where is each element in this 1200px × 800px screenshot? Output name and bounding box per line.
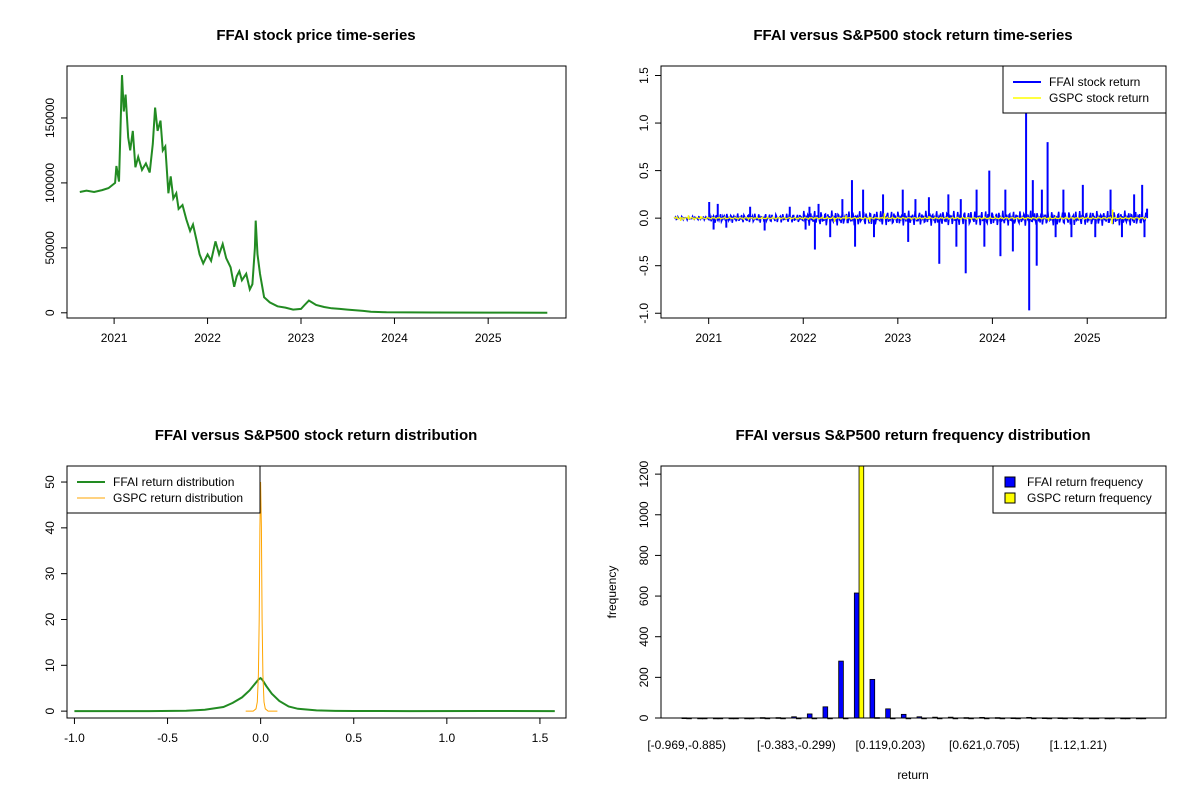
histogram-bar: [822, 706, 829, 719]
y-tick-label: 50000: [43, 231, 57, 265]
histogram-bar: [806, 713, 813, 719]
x-tick-label: 2025: [1074, 331, 1101, 345]
legend-box: [1002, 65, 1167, 114]
legend-label: GSPC return frequency: [1027, 491, 1152, 505]
plot-frame: [66, 65, 567, 319]
plot-frame: [66, 465, 567, 719]
density-series-ffai: [74, 676, 555, 713]
y-tick-label: 1000: [637, 501, 651, 528]
chart-title: FFAI stock price time-series: [216, 27, 415, 44]
returns-gspc-line: [673, 215, 1147, 221]
legend-label: GSPC return distribution: [113, 491, 243, 505]
histogram-bar: [900, 713, 907, 719]
x-tick-label: -1.0: [64, 731, 85, 745]
x-tick-label: 1.5: [532, 731, 549, 745]
plot-frame: [660, 65, 1167, 319]
y-tick-label: 30: [43, 567, 57, 581]
returns-series-ffai: [673, 106, 1149, 311]
x-tick-label: 2021: [695, 331, 722, 345]
legend-box: [66, 465, 261, 514]
y-tick-label: 0: [637, 714, 651, 721]
density-series-gspc: [245, 481, 278, 712]
y-tick-label: 200: [637, 667, 651, 687]
plot-frame: [660, 465, 1167, 719]
chart-histogram: FFAI versus S&P500 return frequency dist…: [605, 427, 1167, 782]
y-axis-label: frequency: [605, 566, 619, 619]
histogram-bar: [869, 678, 876, 719]
histogram-bar: [858, 465, 865, 719]
histogram-bar: [838, 660, 844, 719]
chart-density: FFAI versus S&P500 stock return distribu…: [43, 427, 567, 745]
y-tick-label: 0.5: [637, 162, 651, 179]
x-tick-label: 2025: [475, 331, 502, 345]
x-tick-label: 2024: [979, 331, 1006, 345]
y-tick-label: 800: [637, 545, 651, 565]
x-tick-label: 1.0: [438, 731, 455, 745]
y-tick-label: 50: [43, 475, 57, 489]
y-tick-label: 1.5: [637, 67, 651, 84]
x-tick-label: 2023: [884, 331, 911, 345]
histogram-bar: [885, 708, 891, 719]
legend-label: GSPC stock return: [1049, 91, 1149, 105]
price-series-line: [79, 75, 548, 314]
y-tick-label: 600: [637, 586, 651, 606]
legend-swatch: [1004, 476, 1016, 488]
chart-returns: FFAI versus S&P500 stock return time-ser…: [637, 27, 1167, 345]
y-tick-label: 100000: [43, 163, 57, 203]
x-tick-label: 2022: [790, 331, 817, 345]
returns-series-gspc: [673, 209, 1147, 224]
x-tick-label: 0.0: [252, 731, 269, 745]
y-tick-label: 1.0: [637, 114, 651, 131]
x-tick-label: [-0.969,-0.885): [647, 738, 726, 752]
y-tick-label: 400: [637, 626, 651, 646]
y-tick-label: 10: [43, 658, 57, 672]
y-tick-label: 1200: [637, 460, 651, 487]
x-tick-label: 2022: [194, 331, 221, 345]
x-axis-label: return: [897, 768, 928, 782]
chart-title: FFAI versus S&P500 stock return time-ser…: [753, 27, 1072, 44]
y-tick-label: 0: [43, 309, 57, 316]
legend-label: FFAI return frequency: [1027, 475, 1143, 489]
x-tick-label: [1.12,1.21): [1050, 738, 1107, 752]
y-tick-label: -1.0: [637, 303, 651, 324]
x-tick-label: 2021: [101, 331, 128, 345]
y-tick-label: 20: [43, 612, 57, 626]
x-tick-label: [0.621,0.705): [949, 738, 1020, 752]
x-tick-label: [-0.383,-0.299): [757, 738, 836, 752]
legend-label: FFAI stock return: [1049, 75, 1140, 89]
y-tick-label: 0.0: [637, 209, 651, 226]
histogram-bar: [853, 592, 860, 719]
y-tick-label: 0: [43, 707, 57, 714]
y-tick-label: 40: [43, 521, 57, 535]
legend-label: FFAI return distribution: [113, 475, 234, 489]
y-tick-label: 150000: [43, 98, 57, 138]
y-tick-label: -0.5: [637, 255, 651, 276]
x-tick-label: 2024: [381, 331, 408, 345]
x-tick-label: 0.5: [345, 731, 362, 745]
legend-box: [992, 465, 1167, 514]
legend-swatch: [1004, 492, 1016, 504]
x-tick-label: -0.5: [157, 731, 178, 745]
chart-price: FFAI stock price time-series 2021 2022 2023…: [43, 27, 567, 345]
chart-title: FFAI versus S&P500 return frequency dist…: [735, 427, 1090, 444]
x-tick-label: 2023: [288, 331, 315, 345]
chart-title: FFAI versus S&P500 stock return distribu…: [155, 427, 478, 444]
x-tick-label: [0.119,0.203): [855, 738, 925, 752]
